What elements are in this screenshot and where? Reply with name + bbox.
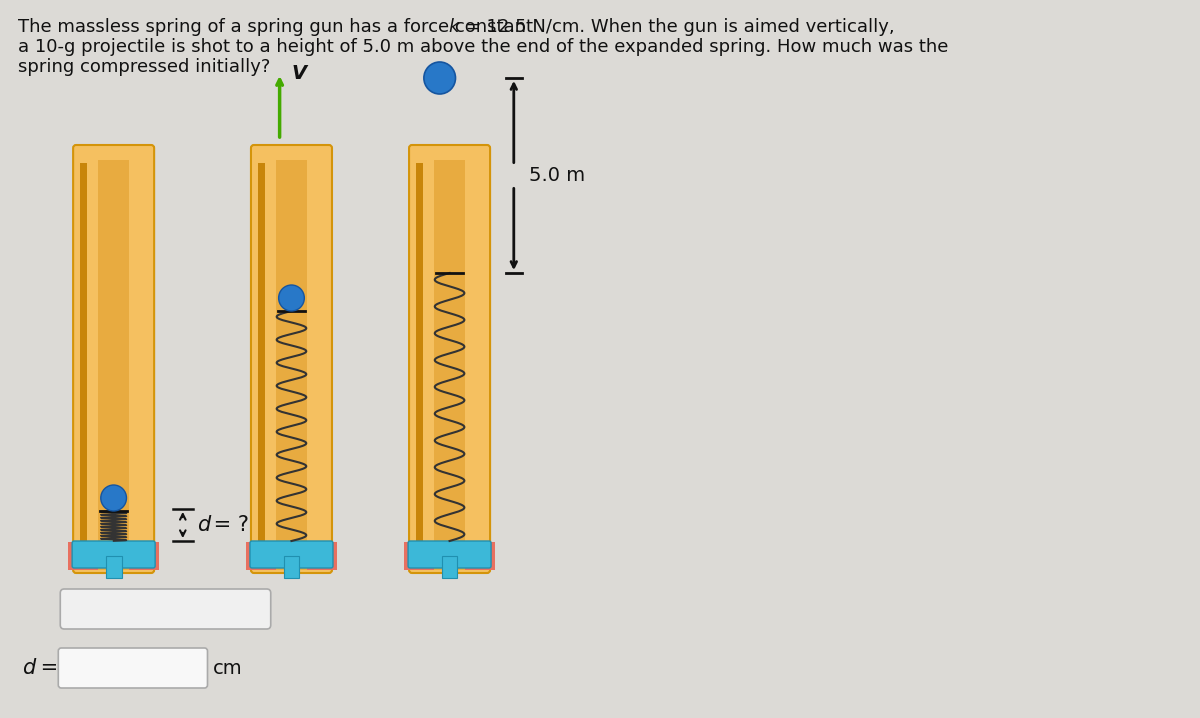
FancyBboxPatch shape	[59, 648, 208, 688]
Bar	[68, 542, 160, 570]
Bar	[98, 160, 130, 570]
Bar	[80, 163, 86, 563]
Text: cm: cm	[212, 658, 242, 678]
FancyBboxPatch shape	[251, 145, 332, 573]
Text: Image Description: Image Description	[91, 602, 239, 617]
Text: = ?: = ?	[208, 515, 250, 535]
Bar	[404, 542, 496, 570]
Text: k: k	[449, 18, 458, 36]
Bar	[442, 556, 457, 578]
Text: 5.0 m: 5.0 m	[529, 166, 584, 185]
Text: V: V	[292, 64, 307, 83]
Bar	[416, 163, 422, 563]
Text: spring compressed initially?: spring compressed initially?	[18, 58, 270, 76]
FancyBboxPatch shape	[73, 145, 154, 573]
Bar	[276, 160, 307, 570]
Bar	[258, 163, 265, 563]
FancyBboxPatch shape	[409, 145, 490, 573]
Circle shape	[424, 62, 456, 94]
Text: The massless spring of a spring gun has a force constant: The massless spring of a spring gun has …	[18, 18, 539, 36]
FancyBboxPatch shape	[408, 541, 491, 568]
Bar	[433, 160, 466, 570]
Circle shape	[101, 485, 126, 511]
Bar	[246, 542, 337, 570]
Text: d: d	[22, 658, 35, 678]
Text: =: =	[34, 658, 58, 678]
Bar	[283, 556, 299, 578]
Text: = 12.5 N/cm. When the gun is aimed vertically,: = 12.5 N/cm. When the gun is aimed verti…	[461, 18, 895, 36]
FancyBboxPatch shape	[250, 541, 332, 568]
Text: d: d	[197, 515, 210, 535]
FancyBboxPatch shape	[72, 541, 155, 568]
Text: a 10-g projectile is shot to a height of 5.0 m above the end of the expanded spr: a 10-g projectile is shot to a height of…	[18, 38, 948, 56]
FancyBboxPatch shape	[60, 589, 271, 629]
Bar	[106, 556, 121, 578]
Circle shape	[278, 285, 305, 311]
